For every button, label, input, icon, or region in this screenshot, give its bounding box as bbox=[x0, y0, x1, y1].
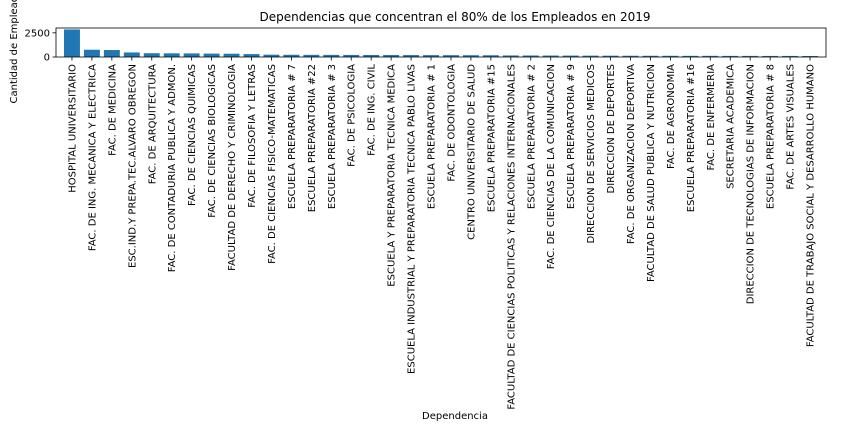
bar-13 bbox=[303, 54, 320, 57]
x-tick-label-15: FAC. DE PSICOLOGIA bbox=[347, 64, 358, 167]
bar-12 bbox=[283, 54, 300, 57]
bar-10 bbox=[243, 54, 260, 57]
bar-4 bbox=[123, 52, 140, 57]
bar-3 bbox=[103, 50, 120, 57]
bar-17 bbox=[383, 55, 400, 57]
x-tick-label-12: ESCUELA PREPARATORIA # 7 bbox=[287, 64, 298, 209]
x-tick-label-27: DIRECCION DE SERVICIOS MEDICOS bbox=[586, 64, 597, 244]
bar-9 bbox=[223, 53, 240, 57]
bar-31 bbox=[662, 55, 679, 57]
bar-37 bbox=[782, 55, 799, 57]
bar-19 bbox=[423, 55, 440, 57]
x-tick-label-23: FACULTAD DE CIENCIAS POLITICAS Y RELACIO… bbox=[506, 64, 517, 410]
bar-24 bbox=[522, 55, 539, 57]
bar-27 bbox=[582, 55, 599, 57]
x-tick-label-19: ESCUELA PREPARATORIA # 1 bbox=[427, 64, 438, 209]
x-tick-label-10: FAC. DE FILOSOFIA Y LETRAS bbox=[247, 64, 258, 208]
bar-38 bbox=[802, 55, 819, 57]
x-tick-label-7: FAC. DE CIENCIAS QUIMICAS bbox=[187, 64, 198, 206]
bar-14 bbox=[323, 54, 340, 57]
y-axis: 0 2500 bbox=[25, 28, 56, 64]
x-tick-label-36: ESCUELA PREPARATORIA # 8 bbox=[766, 64, 777, 209]
bar-28 bbox=[602, 55, 619, 57]
x-tick-label-28: DIRECCION DE DEPORTES bbox=[606, 64, 617, 193]
x-tick-label-34: SECRETARIA ACADEMICA bbox=[726, 64, 737, 189]
y-axis-label: Cantidad de Empleados bbox=[9, 0, 20, 103]
x-tick-label-25: FAC. DE CIENCIAS DE LA COMUNICACION bbox=[546, 64, 557, 269]
bar-32 bbox=[682, 55, 699, 57]
x-axis-label: Dependencia bbox=[422, 411, 488, 422]
bar-26 bbox=[562, 55, 579, 57]
y-tick-label-2: 2500 bbox=[25, 28, 50, 39]
bar-2 bbox=[83, 49, 100, 57]
x-tick-label-3: FAC. DE MEDICINA bbox=[107, 64, 118, 156]
x-tick-label-20: FAC. DE ODONTOLOGIA bbox=[446, 64, 457, 182]
bar-8 bbox=[203, 53, 220, 57]
bar-15 bbox=[343, 54, 360, 57]
x-tick-label-8: FAC. DE CIENCIAS BIOLOGICAS bbox=[207, 64, 218, 218]
plot-frame bbox=[55, 27, 827, 58]
x-tick-label-29: FAC. DE ORGANIZACION DEPORTIVA bbox=[626, 64, 637, 244]
x-tick-label-31: FAC. DE AGRONOMIA bbox=[666, 64, 677, 169]
x-tick-label-30: FACULTAD DE SALUD PUBLICA Y NUTRICION bbox=[646, 64, 657, 282]
x-tick-label-13: ESCUELA PREPARATORIA #22 bbox=[307, 64, 318, 212]
x-tick-label-14: ESCUELA PREPARATORIA # 3 bbox=[327, 64, 338, 209]
bar-36 bbox=[762, 55, 779, 57]
x-tick-label-24: ESCUELA PREPARATORIA # 2 bbox=[526, 64, 537, 209]
x-tick-label-6: FAC. DE CONTADURIA PUBLICA Y ADMON. bbox=[167, 64, 178, 272]
bar-11 bbox=[263, 54, 280, 57]
x-tick-label-16: FAC. DE ING. CIVIL bbox=[367, 64, 378, 156]
x-tick-label-33: FAC. DE ENFERMERIA bbox=[706, 64, 717, 171]
x-tick-label-11: FAC. DE CIENCIAS FISICO-MATEMATICAS bbox=[267, 64, 278, 264]
x-tick-label-1: HOSPITAL UNIVERSITARIO bbox=[67, 64, 78, 193]
x-tick-label-2: FAC. DE ING. MECANICA Y ELECTRICA bbox=[87, 64, 98, 251]
x-tick-label-35: DIRECCION DE TECNOLOGIAS DE INFORMACION bbox=[746, 64, 757, 304]
bar-33 bbox=[702, 55, 719, 57]
bar-30 bbox=[642, 55, 659, 57]
bar-1 bbox=[63, 29, 80, 57]
bar-21 bbox=[462, 55, 479, 57]
bars-group bbox=[63, 29, 819, 57]
x-tick-label-37: FAC. DE ARTES VISUALES bbox=[786, 64, 797, 190]
bar-16 bbox=[363, 54, 380, 57]
bar-23 bbox=[502, 55, 519, 57]
x-tick-label-5: FAC. DE ARQUITECTURA bbox=[147, 64, 158, 184]
bar-6 bbox=[163, 53, 180, 57]
x-tick-label-26: ESCUELA PREPARATORIA # 9 bbox=[566, 64, 577, 209]
bar-34 bbox=[722, 55, 739, 57]
x-tick-label-32: ESCUELA PREPARATORIA #16 bbox=[686, 64, 697, 212]
bar-5 bbox=[143, 53, 160, 57]
bar-18 bbox=[403, 55, 420, 57]
x-tick-label-22: ESCUELA PREPARATORIA #15 bbox=[486, 64, 497, 212]
y-tick-label-1: 0 bbox=[44, 53, 50, 64]
bar-7 bbox=[183, 53, 200, 57]
bar-35 bbox=[742, 55, 759, 57]
chart-title: Dependencias que concentran el 80% de lo… bbox=[259, 10, 650, 24]
bar-25 bbox=[542, 55, 559, 57]
x-tick-label-4: ESC.IND.Y PREPA.TEC.ALVARO OBREGON bbox=[127, 64, 138, 268]
x-axis: HOSPITAL UNIVERSITARIO FAC. DE ING. MECAN… bbox=[67, 57, 817, 410]
x-tick-label-9: FACULTAD DE DERECHO Y CRIMINOLOGIA bbox=[227, 64, 238, 271]
bar-22 bbox=[482, 55, 499, 57]
x-tick-label-17: ESCUELA Y PREPARATORIA TECNICA MEDICA bbox=[387, 64, 398, 287]
bar-20 bbox=[442, 55, 459, 57]
x-tick-label-38: FACULTAD DE TRABAJO SOCIAL Y DESARROLLO … bbox=[806, 64, 817, 347]
bar-29 bbox=[622, 55, 639, 57]
x-tick-label-21: CENTRO UNIVERSITARIO DE SALUD bbox=[466, 64, 477, 240]
x-tick-label-18: ESCUELA INDUSTRIAL Y PREPARATORIA TECNIC… bbox=[407, 64, 418, 374]
